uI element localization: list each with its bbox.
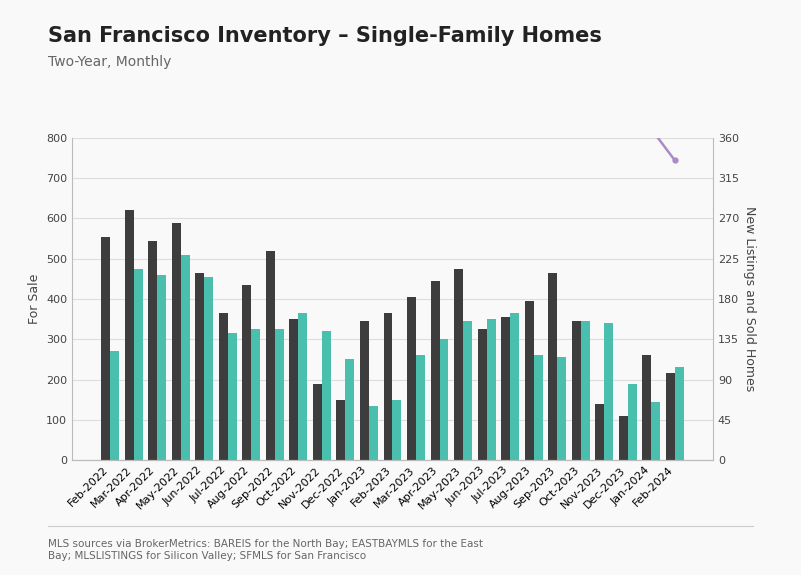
Bar [111, 351, 119, 460]
Text: Two-Year, Monthly: Two-Year, Monthly [48, 55, 171, 68]
Y-axis label: For Sale: For Sale [27, 274, 41, 324]
Bar [195, 273, 204, 460]
Bar [369, 406, 378, 460]
Bar [289, 319, 299, 460]
Bar [171, 223, 181, 460]
Y-axis label: New Listings and Sold Homes: New Listings and Sold Homes [743, 206, 755, 392]
Bar [548, 273, 557, 460]
Bar [125, 210, 134, 460]
Bar [572, 321, 581, 460]
Bar [384, 313, 392, 460]
Bar [454, 269, 463, 460]
Bar [486, 319, 496, 460]
Bar [510, 313, 519, 460]
Bar [204, 277, 213, 460]
Bar [581, 321, 590, 460]
Bar [642, 355, 651, 460]
Bar [157, 275, 166, 460]
Bar [322, 331, 331, 460]
Bar [275, 329, 284, 460]
Bar [181, 255, 190, 460]
Bar [392, 400, 401, 460]
Text: San Francisco Inventory – Single-Family Homes: San Francisco Inventory – Single-Family … [48, 26, 602, 46]
Bar [651, 401, 660, 460]
Bar [501, 317, 510, 460]
Bar [416, 355, 425, 460]
Bar [628, 384, 637, 460]
Bar [666, 374, 674, 460]
Text: MLS sources via BrokerMetrics: BAREIS for the North Bay; EASTBAYMLS for the East: MLS sources via BrokerMetrics: BAREIS fo… [48, 539, 483, 561]
Bar [431, 281, 440, 460]
Bar [533, 355, 542, 460]
Bar [266, 251, 275, 460]
Bar [299, 313, 308, 460]
Bar [345, 359, 354, 460]
Bar [674, 367, 684, 460]
Bar [336, 400, 345, 460]
Bar [407, 297, 416, 460]
Bar [148, 240, 157, 460]
Bar [313, 384, 322, 460]
Bar [604, 323, 614, 460]
Bar [360, 321, 369, 460]
Bar [252, 329, 260, 460]
Bar [227, 333, 237, 460]
Bar [477, 329, 486, 460]
Bar [101, 236, 111, 460]
Bar [440, 339, 449, 460]
Bar [243, 285, 252, 460]
Bar [557, 357, 566, 460]
Bar [463, 321, 472, 460]
Bar [595, 404, 604, 460]
Bar [525, 301, 533, 460]
Bar [134, 269, 143, 460]
Bar [619, 416, 628, 460]
Bar [219, 313, 227, 460]
